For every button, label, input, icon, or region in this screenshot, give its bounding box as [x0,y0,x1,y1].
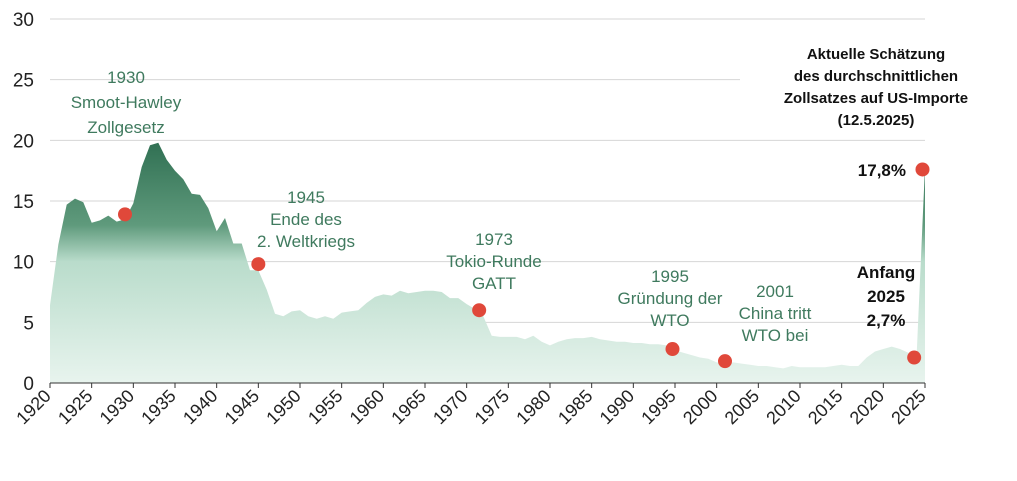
event-marker [915,162,930,177]
y-tick-label: 10 [13,253,34,274]
annotation-ww2: 1945 Ende des 2. Weltkriegs [257,188,355,251]
y-tick-label: 15 [13,192,34,213]
event-marker [472,303,487,318]
annotation-estimate-line4: (12.5.2025) [838,112,915,129]
event-marker [665,342,680,357]
x-tick-label: 2010 [762,386,804,428]
x-tick-label: 1925 [54,386,96,428]
x-tick-label: 1935 [137,386,179,428]
start-2025-line1: Anfang [857,263,916,282]
annotation-smoot-hawley-year: 1930 [107,68,145,87]
annotation-wto-year: 1995 [651,267,689,286]
x-tick-label: 2005 [721,386,763,428]
x-tick-label: 1940 [179,386,221,428]
annotation-start-2025: Anfang 2025 2,7% [857,263,916,330]
annotation-wto-line2: Gründung der [618,289,723,308]
y-tick-label: 0 [23,374,34,395]
annotation-estimate-line2: des durchschnittlichen [794,68,958,85]
annotation-ww2-line3: 2. Weltkriegs [257,232,355,251]
annotation-china-line2: China tritt [739,304,812,323]
x-tick-label: 1970 [429,386,471,428]
x-tick-label: 1955 [304,386,346,428]
annotation-ww2-line2: Ende des [270,210,342,229]
event-marker [718,354,732,369]
event-marker [251,257,266,272]
annotation-tokyo-line2: Tokio-Runde [446,252,541,271]
annotation-tokyo-line3: GATT [472,274,516,293]
x-tick-label: 1945 [221,386,263,428]
event-marker [118,207,132,222]
start-2025-line2: 2025 [867,287,905,306]
annotation-china: 2001 China tritt WTO bei [739,282,812,345]
y-tick-label: 30 [13,10,34,31]
annotation-china-line3: WTO bei [742,326,809,345]
y-tick-label: 20 [13,131,34,152]
event-markers [118,162,930,369]
x-tick-label: 1990 [596,386,638,428]
annotation-ww2-year: 1945 [287,188,325,207]
x-tick-label: 2000 [679,386,721,428]
x-tick-label: 1950 [262,386,304,428]
x-tick-label: 1995 [637,386,679,428]
x-tick-label: 2020 [846,386,888,428]
area-series [50,142,925,383]
tariff-area [50,142,925,383]
y-tick-label: 5 [23,313,34,334]
annotation-smoot-hawley-line3: Zollgesetz [87,118,164,137]
x-tick-label: 1920 [12,386,54,428]
event-marker [907,350,922,365]
x-tick-label: 1965 [387,386,429,428]
current-value-label: 17,8% [858,161,906,180]
annotation-estimate-line1: Aktuelle Schätzung [807,46,945,63]
start-2025-line3: 2,7% [867,311,906,330]
x-tick-label: 1975 [471,386,513,428]
annotation-tokyo-round: 1973 Tokio-Runde GATT [446,230,541,293]
annotation-estimate-line3: Zollsatzes auf US-Importe [784,90,968,107]
annotation-wto: 1995 Gründung der WTO [618,267,723,330]
annotation-wto-line3: WTO [650,311,689,330]
x-tick-label: 2015 [804,386,846,428]
annotation-tokyo-year: 1973 [475,230,513,249]
annotation-smoot-hawley: 1930 Smoot-Hawley Zollgesetz [71,68,182,137]
x-tick-label: 1980 [512,386,554,428]
x-tick-label: 1930 [96,386,138,428]
x-tick-label: 1985 [554,386,596,428]
x-tick-label: 1960 [346,386,388,428]
annotation-estimate: Aktuelle Schätzung des durchschnittliche… [784,46,968,129]
x-tick-label: 2025 [887,386,929,428]
y-tick-label: 25 [13,71,34,92]
annotation-china-year: 2001 [756,282,794,301]
annotation-smoot-hawley-line2: Smoot-Hawley [71,93,182,112]
